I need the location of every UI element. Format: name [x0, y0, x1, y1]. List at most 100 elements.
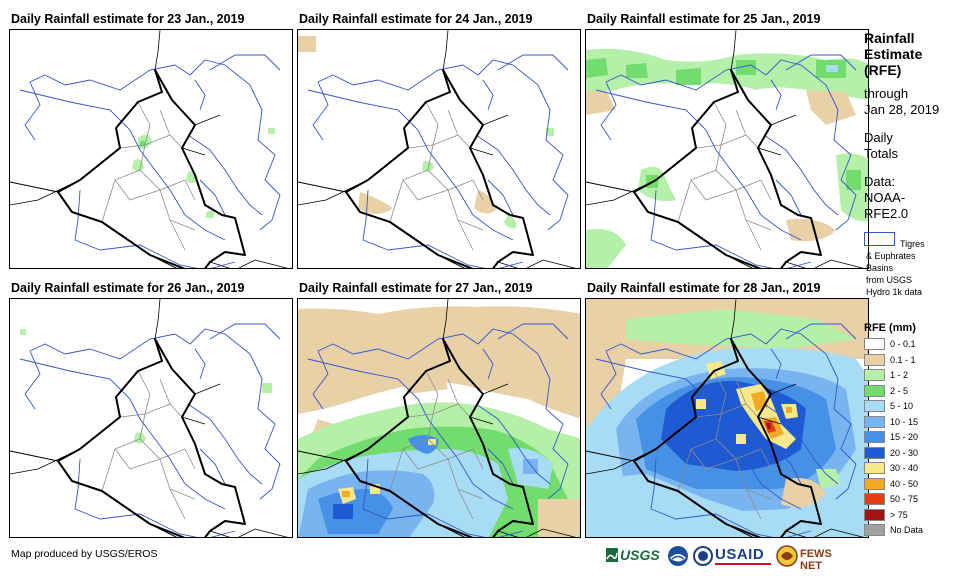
basin-boundary	[19, 358, 226, 510]
basin-boundary	[312, 81, 329, 141]
province-boundary	[447, 378, 459, 405]
basin-boundary	[770, 348, 782, 380]
province-boundary	[137, 370, 151, 415]
daily-totals-label: Daily Totals	[864, 130, 898, 161]
usgs-logo: USGS	[606, 545, 662, 567]
side-title: Rainfall Estimate (RFE)	[864, 30, 923, 78]
rainfall-area	[586, 48, 868, 100]
rainfall-area	[786, 218, 836, 242]
legend-swatch	[864, 493, 885, 505]
province-boundary	[137, 101, 151, 146]
basin-boundary	[487, 448, 514, 485]
legend-swatch	[864, 462, 885, 474]
basin-boundary	[650, 458, 812, 537]
rainfall-area	[20, 329, 26, 335]
rainfall-area	[132, 159, 144, 172]
province-boundary	[695, 134, 759, 149]
basin-boundary	[785, 54, 857, 71]
legend-swatch	[864, 477, 885, 490]
through-date: through Jan 28, 2019	[864, 86, 940, 117]
basin-boundary	[775, 448, 802, 485]
province-boundary	[407, 134, 471, 149]
basin-boundary	[19, 89, 226, 241]
province-boundary	[184, 179, 196, 201]
panel-title-27: Daily Rainfall estimate for 27 Jan., 201…	[299, 281, 533, 295]
basin-boundary	[770, 79, 782, 111]
province-boundary	[169, 488, 186, 520]
legend-label: 2 - 5	[890, 385, 909, 396]
rainfall-area	[318, 489, 393, 534]
province-boundary	[427, 144, 474, 191]
legend-swatch	[864, 338, 885, 350]
rainfall-area	[206, 210, 214, 218]
rainfall-area	[523, 459, 538, 474]
legend-label: 1 - 2	[890, 370, 909, 380]
basin-boundary	[194, 79, 206, 111]
legend-swatch	[864, 524, 885, 536]
country-border	[10, 299, 288, 537]
province-boundary	[715, 144, 762, 191]
province-boundary	[139, 144, 186, 191]
basin-boundary	[29, 59, 281, 231]
panel-title-26: Daily Rainfall estimate for 26 Jan., 201…	[11, 281, 245, 295]
iraq-border	[633, 338, 822, 537]
rainfall-area	[626, 309, 856, 349]
rainfall-area	[262, 383, 272, 393]
province-boundary	[139, 413, 186, 460]
map-panel-25	[585, 29, 869, 269]
basin-boundary	[187, 134, 263, 216]
legend-swatch	[864, 353, 885, 366]
country-border	[586, 181, 754, 268]
rainfall-area	[846, 170, 861, 190]
province-boundary	[119, 134, 183, 149]
province-boundary	[472, 179, 484, 201]
basin-boundary	[317, 328, 569, 500]
province-boundary	[713, 101, 727, 146]
rainfall-area	[826, 65, 838, 72]
legend-label: 5 - 10	[890, 401, 914, 411]
rainfall-area	[766, 423, 771, 429]
rainfall-area	[268, 128, 275, 134]
country-border	[10, 450, 178, 537]
province-boundary	[114, 448, 161, 470]
rainfall-area	[333, 504, 353, 519]
province-boundary	[472, 448, 484, 470]
legend-swatch	[864, 384, 885, 397]
iraq-border	[57, 338, 246, 537]
basin-boundary	[605, 328, 857, 500]
rainfall-area	[626, 63, 648, 78]
iraq-border	[345, 338, 534, 537]
province-boundary	[690, 179, 737, 201]
rainfall-area	[736, 60, 756, 75]
panel-title-23: Daily Rainfall estimate for 23 Jan., 201…	[11, 12, 245, 26]
iraq-border	[57, 69, 246, 268]
noaa-logo	[667, 545, 689, 567]
province-boundary	[159, 458, 196, 500]
country-border	[586, 450, 754, 537]
basin-boundary	[362, 189, 524, 268]
legend-swatch	[864, 415, 885, 428]
legend-label: 0.1 - 1	[890, 354, 916, 365]
basin-boundary	[307, 89, 514, 241]
basin-boundary	[487, 179, 514, 216]
legend-swatch	[864, 446, 885, 459]
province-boundary	[425, 370, 439, 415]
legend-label: 50 - 75	[890, 494, 919, 504]
province-boundary	[457, 488, 474, 520]
rainfall-area	[504, 215, 517, 229]
legend-label: 15 - 20	[890, 432, 919, 442]
province-boundary	[427, 413, 474, 460]
province-boundary	[159, 189, 196, 231]
basin-boundary	[317, 59, 569, 231]
legend-label: 0 - 0.1	[890, 339, 916, 349]
province-boundary	[457, 219, 474, 251]
basin-boundary	[650, 189, 812, 268]
legend-swatch	[864, 400, 885, 412]
basin-boundary	[605, 59, 857, 231]
legend-label: 40 - 50	[890, 478, 919, 489]
map-panel-26	[9, 298, 293, 538]
province-boundary	[447, 109, 459, 136]
rainfall-area	[586, 229, 626, 268]
basin-boundary	[785, 323, 857, 340]
country-border	[298, 450, 466, 537]
